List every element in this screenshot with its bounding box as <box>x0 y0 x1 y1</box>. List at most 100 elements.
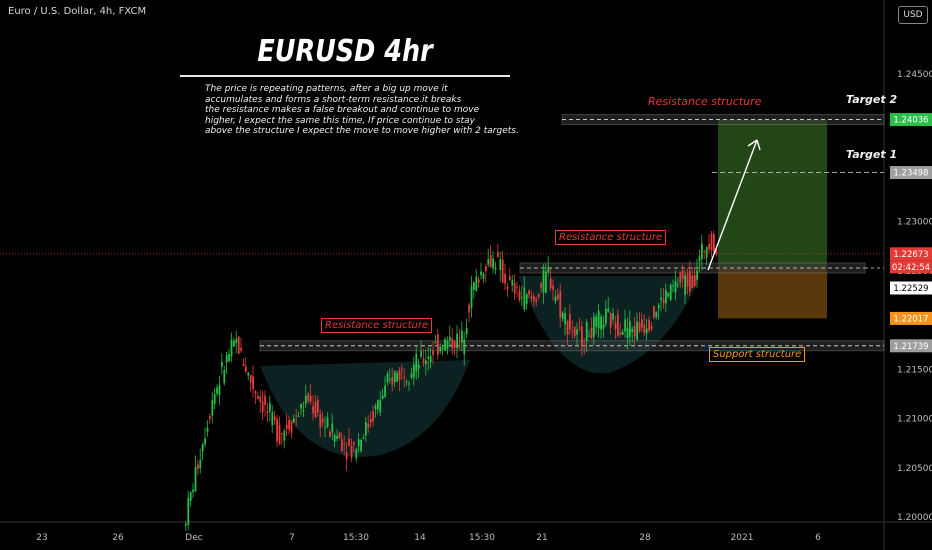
candle-body <box>667 292 670 297</box>
candle-body <box>631 328 634 332</box>
candle-body <box>693 274 696 286</box>
candle <box>345 442 348 471</box>
candle <box>557 288 559 302</box>
cup-pattern-left <box>260 360 470 457</box>
candle <box>216 384 218 397</box>
candle-body <box>189 492 192 501</box>
candle-body <box>377 400 379 410</box>
candle <box>283 428 286 449</box>
candle <box>408 380 410 392</box>
candle-body <box>542 269 545 293</box>
candle <box>401 364 403 380</box>
candle <box>338 431 341 439</box>
candle <box>360 438 362 453</box>
candle-body <box>437 334 439 355</box>
candle <box>545 263 547 294</box>
candle <box>309 384 312 406</box>
candle <box>573 326 576 340</box>
candle <box>393 370 396 388</box>
candle-body <box>199 460 202 469</box>
candle-body <box>233 340 235 347</box>
candle <box>314 394 317 419</box>
candle <box>537 293 540 300</box>
title-underline <box>180 75 510 77</box>
candle-body <box>211 400 214 416</box>
candle-body <box>614 322 617 330</box>
candle <box>391 367 394 392</box>
candle <box>288 415 290 435</box>
candle-body <box>525 293 528 304</box>
candle <box>206 420 209 437</box>
candle <box>252 365 254 398</box>
candle-body <box>485 266 487 272</box>
price-badge-target1: 1.23498 <box>890 166 932 180</box>
candle <box>321 411 324 428</box>
price-badge-text: 1.21739 <box>893 342 928 352</box>
candle <box>696 258 698 288</box>
candle <box>319 409 322 438</box>
candle <box>674 270 677 301</box>
candle <box>612 307 614 324</box>
candle-body <box>602 324 605 329</box>
candle <box>643 314 646 336</box>
time-axis-label: 7 <box>289 533 295 543</box>
candle-body <box>487 259 490 265</box>
candle <box>336 429 338 442</box>
candle <box>705 246 708 265</box>
stop-zone <box>718 267 827 319</box>
candle-body <box>317 399 319 413</box>
candle <box>269 395 271 422</box>
candle <box>672 279 674 293</box>
candle-body <box>713 234 715 252</box>
candle-body <box>696 270 698 280</box>
candle-body <box>314 401 317 417</box>
candle <box>201 442 204 461</box>
candle-body <box>353 442 355 445</box>
candle <box>619 323 622 338</box>
candle-body <box>271 411 274 426</box>
candle-body <box>408 383 410 385</box>
candle-body <box>393 371 396 382</box>
candle <box>689 261 691 296</box>
currency-button[interactable]: USD <box>898 6 928 24</box>
candle <box>324 416 326 438</box>
candle-body <box>547 266 550 273</box>
candle-body <box>657 305 660 309</box>
candle-body <box>401 369 403 371</box>
candle-body <box>235 338 238 344</box>
candle-body <box>252 376 254 389</box>
analysis-line: the resistance makes a false breakout an… <box>205 105 480 115</box>
time-axis-label: 26 <box>112 533 124 543</box>
price-badge-text: 1.24036 <box>893 116 928 126</box>
candle-body <box>679 272 682 283</box>
candle <box>470 276 473 318</box>
candle-body <box>593 316 595 337</box>
candle <box>365 416 367 442</box>
candle <box>571 320 574 339</box>
candle-body <box>192 489 194 493</box>
candle <box>465 318 468 338</box>
candle-body <box>523 287 526 310</box>
candle <box>561 311 564 322</box>
price-badge-text: 1.22529 <box>893 284 928 294</box>
candle <box>374 403 377 418</box>
candle-body <box>509 276 511 280</box>
candle-body <box>701 243 703 259</box>
candle-body <box>405 381 408 383</box>
candle-body <box>624 319 626 332</box>
candle <box>667 291 670 298</box>
candle-body <box>194 467 197 491</box>
candle <box>588 329 590 337</box>
candle <box>595 313 598 334</box>
candle-body <box>576 329 578 335</box>
candle <box>237 336 240 355</box>
candle-body <box>225 355 228 363</box>
candle <box>629 310 631 346</box>
candle-body <box>386 374 389 383</box>
candle <box>499 251 502 282</box>
candle <box>221 353 223 375</box>
candle <box>633 316 636 345</box>
candle-body <box>489 255 492 268</box>
candle <box>581 320 583 357</box>
